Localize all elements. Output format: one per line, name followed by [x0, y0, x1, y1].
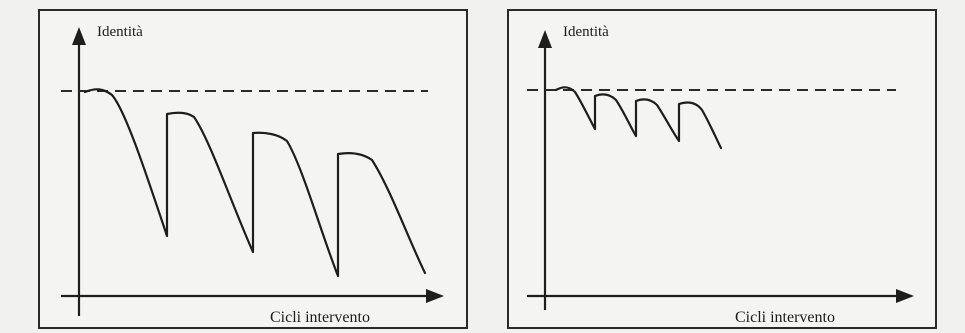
panel-right-x-axis-arrow	[896, 289, 914, 303]
panel-left-x-axis-arrow	[426, 289, 444, 303]
panel-left-identity-curve	[83, 88, 427, 278]
panel-right-frame	[507, 9, 937, 329]
panel-right-y-axis-arrow	[538, 30, 552, 48]
panel-left: Identità Cicli intervento	[38, 9, 468, 329]
panel-left-y-axis-label: Identità	[97, 24, 143, 40]
panel-right-y-axis-label: Identità	[563, 24, 609, 40]
panel-right-identity-curve	[554, 86, 723, 150]
panel-right-x-axis-label: Cicli intervento	[735, 309, 835, 326]
panel-left-y-axis-arrow	[72, 27, 86, 45]
panel-left-x-axis-label: Cicli intervento	[270, 309, 370, 326]
panel-right: Identità Cicli intervento	[507, 9, 937, 329]
